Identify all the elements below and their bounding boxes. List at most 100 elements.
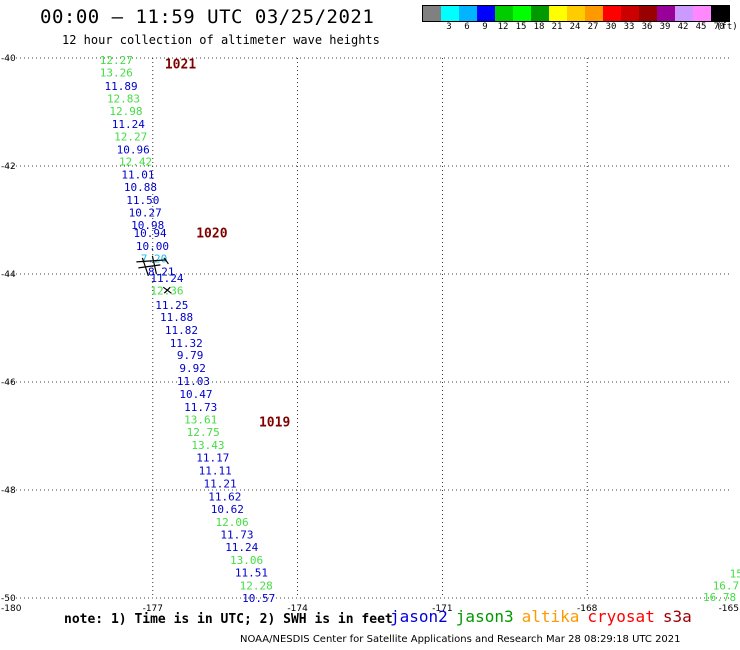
legend-swatch <box>585 6 603 21</box>
satellite-jason3: jason3 <box>455 607 514 626</box>
wave-height-value: 7.20 <box>141 252 168 265</box>
satellite-legend: jason2 jason3 altika cryosat s3a <box>390 607 700 626</box>
wave-height-value: 11.03 <box>177 375 210 388</box>
legend-label: 6 <box>464 22 470 32</box>
satellite-altika: altika <box>521 607 580 626</box>
wave-height-value: 12.27 <box>100 54 133 67</box>
wave-height-value: 11.50 <box>126 194 159 207</box>
satellite-s3a: s3a <box>662 607 692 626</box>
satellite-jason2: jason2 <box>390 607 448 626</box>
wave-height-value: 12.28 <box>240 580 273 593</box>
legend-label: 15 <box>515 22 527 32</box>
legend-label: 42 <box>677 22 689 32</box>
legend-label: 18 <box>533 22 545 32</box>
wave-height-value: 10.62 <box>211 503 244 516</box>
wave-height-value: 11.82 <box>165 324 198 337</box>
legend-swatch <box>639 6 657 21</box>
lon-label: -168 <box>577 604 598 614</box>
wave-height-value: 10.27 <box>129 206 162 219</box>
pressure-label: 1021 <box>165 57 196 72</box>
color-legend-bar <box>422 5 730 22</box>
lon-label: -171 <box>432 604 452 614</box>
lon-label: -180 <box>1 604 22 614</box>
lon-label: -177 <box>143 604 163 614</box>
wave-height-value: 15 <box>730 568 740 581</box>
wave-height-value: 10.94 <box>133 227 166 240</box>
wave-height-value: 11.62 <box>208 490 241 503</box>
wave-height-value: 11.32 <box>170 337 203 350</box>
legend-label: 12 <box>497 22 509 32</box>
wave-height-value: 12.06 <box>216 516 249 529</box>
wave-height-value: 9.92 <box>179 362 206 375</box>
wave-height-value: 11.73 <box>184 401 217 414</box>
legend-label: 24 <box>569 22 581 32</box>
legend-swatch <box>603 6 621 21</box>
wave-height-value: 12.98 <box>109 105 142 118</box>
lat-label: -44 <box>1 270 16 280</box>
legend-swatch <box>441 6 459 21</box>
lon-label: -174 <box>287 604 308 614</box>
legend-label: 9 <box>482 22 488 32</box>
legend-swatch <box>495 6 513 21</box>
legend-label: 27 <box>587 22 599 32</box>
wave-height-value: 11.24 <box>150 272 183 285</box>
legend-label: 45 <box>695 22 707 32</box>
lat-label: -48 <box>1 486 16 496</box>
legend-swatch <box>711 6 729 21</box>
legend-unit: (ft) <box>716 22 738 32</box>
legend-swatch <box>531 6 549 21</box>
wind-barb <box>162 286 172 294</box>
wave-height-value: 11.21 <box>203 478 236 491</box>
legend-swatch <box>513 6 531 21</box>
wave-height-value: 12.83 <box>107 93 140 106</box>
wave-height-value: 16.78 <box>703 591 736 604</box>
wave-height-value: 13.26 <box>100 67 133 80</box>
wave-height-value: 13.06 <box>230 554 263 567</box>
legend-label: 33 <box>623 22 635 32</box>
wave-height-value: 16.7 <box>713 580 740 593</box>
wave-height-value: 11.73 <box>220 528 253 541</box>
wave-height-value: 11.88 <box>160 311 193 324</box>
credits-footer: NOAA/NESDIS Center for Satellite Applica… <box>240 634 681 645</box>
legend-swatch <box>423 6 441 21</box>
legend-label: 36 <box>641 22 653 32</box>
wave-height-value: 11.24 <box>225 541 258 554</box>
wave-height-value: 10.00 <box>136 240 169 253</box>
legend-label: 70 <box>713 22 725 32</box>
page-subtitle: 12 hour collection of altimeter wave hei… <box>62 33 380 47</box>
wave-height-value: 13.43 <box>191 439 224 452</box>
wave-height-value: 11.11 <box>199 465 232 478</box>
satellite-cryosat: cryosat <box>587 607 655 626</box>
wave-height-value: 10.96 <box>117 143 150 156</box>
lon-label: -165 <box>719 604 739 614</box>
legend-swatch <box>657 6 675 21</box>
legend-swatch <box>621 6 639 21</box>
wave-height-value: 11.25 <box>155 299 188 312</box>
legend-swatch <box>459 6 477 21</box>
wave-height-value: 11.51 <box>235 567 268 580</box>
wave-height-value: 12.75 <box>187 426 220 439</box>
legend-swatch <box>549 6 567 21</box>
wave-height-value: 9.79 <box>177 349 204 362</box>
legend-swatch <box>567 6 585 21</box>
wave-height-value: 11.01 <box>121 169 154 182</box>
wave-height-value: 10.57 <box>242 592 275 605</box>
units-note: note: 1) Time is in UTC; 2) SWH is in fe… <box>64 612 393 627</box>
wave-height-value: 11.24 <box>112 118 145 131</box>
legend-label: 30 <box>605 22 617 32</box>
legend-label: 21 <box>551 22 563 32</box>
wave-height-value: 10.47 <box>179 388 212 401</box>
legend-label: 39 <box>659 22 671 32</box>
legend-swatch <box>477 6 495 21</box>
wave-height-value: 13.61 <box>184 413 217 426</box>
wave-height-value: 11.89 <box>105 80 138 93</box>
pressure-label: 1020 <box>196 226 227 241</box>
lat-label: -46 <box>1 378 16 388</box>
wave-height-value: 10.98 <box>131 219 164 232</box>
legend-swatch <box>675 6 693 21</box>
lat-label: -50 <box>1 594 16 604</box>
pressure-label: 1019 <box>259 415 290 430</box>
lat-label: -40 <box>1 54 16 64</box>
